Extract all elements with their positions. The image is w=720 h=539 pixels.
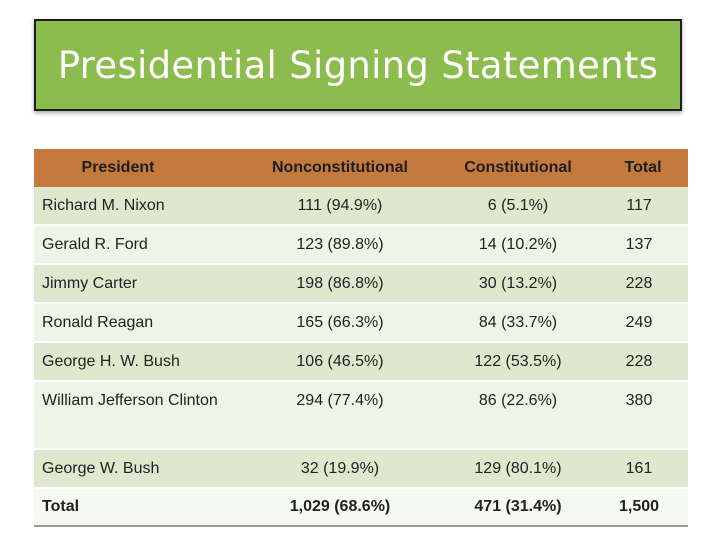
cell-president: William Jefferson Clinton: [34, 381, 242, 450]
cell-total: 249: [598, 303, 688, 343]
cell-nonconstitutional: 111 (94.9%): [242, 187, 438, 226]
header-nonconstitutional: Nonconstitutional: [242, 149, 438, 187]
cell-constitutional: 14 (10.2%): [438, 225, 598, 265]
cell-total: 117: [598, 187, 688, 226]
cell-president: Richard M. Nixon: [34, 187, 242, 226]
header-total: Total: [598, 149, 688, 187]
total-total: 1,500: [598, 488, 688, 527]
cell-constitutional: 6 (5.1%): [438, 187, 598, 226]
table-row: Richard M. Nixon 111 (94.9%) 6 (5.1%) 11…: [34, 187, 688, 226]
cell-president: George H. W. Bush: [34, 342, 242, 382]
table-row: William Jefferson Clinton 294 (77.4%) 86…: [34, 381, 688, 450]
cell-constitutional: 122 (53.5%): [438, 342, 598, 382]
header-president: President: [34, 149, 242, 187]
cell-nonconstitutional: 165 (66.3%): [242, 303, 438, 343]
table-total-row: Total 1,029 (68.6%) 471 (31.4%) 1,500: [34, 488, 688, 527]
cell-nonconstitutional: 32 (19.9%): [242, 449, 438, 489]
cell-constitutional: 30 (13.2%): [438, 264, 598, 304]
table-row: George H. W. Bush 106 (46.5%) 122 (53.5%…: [34, 342, 688, 382]
cell-constitutional: 86 (22.6%): [438, 381, 598, 450]
total-nonconstitutional: 1,029 (68.6%): [242, 488, 438, 527]
table-row: George W. Bush 32 (19.9%) 129 (80.1%) 16…: [34, 449, 688, 489]
cell-total: 161: [598, 449, 688, 489]
cell-total: 137: [598, 225, 688, 265]
cell-nonconstitutional: 123 (89.8%): [242, 225, 438, 265]
cell-president: George W. Bush: [34, 449, 242, 489]
cell-constitutional: 84 (33.7%): [438, 303, 598, 343]
cell-total: 380: [598, 381, 688, 450]
cell-president: Gerald R. Ford: [34, 225, 242, 265]
cell-nonconstitutional: 198 (86.8%): [242, 264, 438, 304]
cell-nonconstitutional: 294 (77.4%): [242, 381, 438, 450]
cell-president: Jimmy Carter: [34, 264, 242, 304]
total-label: Total: [34, 488, 242, 527]
cell-constitutional: 129 (80.1%): [438, 449, 598, 489]
table-row: Ronald Reagan 165 (66.3%) 84 (33.7%) 249: [34, 303, 688, 343]
cell-nonconstitutional: 106 (46.5%): [242, 342, 438, 382]
table-header-row: President Nonconstitutional Constitution…: [34, 149, 688, 187]
table-row: Jimmy Carter 198 (86.8%) 30 (13.2%) 228: [34, 264, 688, 304]
header-constitutional: Constitutional: [438, 149, 598, 187]
signing-statements-table: President Nonconstitutional Constitution…: [34, 149, 688, 527]
cell-total: 228: [598, 342, 688, 382]
page-title: Presidential Signing Statements: [57, 43, 659, 87]
total-constitutional: 471 (31.4%): [438, 488, 598, 527]
cell-total: 228: [598, 264, 688, 304]
cell-president: Ronald Reagan: [34, 303, 242, 343]
table-row: Gerald R. Ford 123 (89.8%) 14 (10.2%) 13…: [34, 225, 688, 265]
title-banner: Presidential Signing Statements: [34, 19, 682, 111]
